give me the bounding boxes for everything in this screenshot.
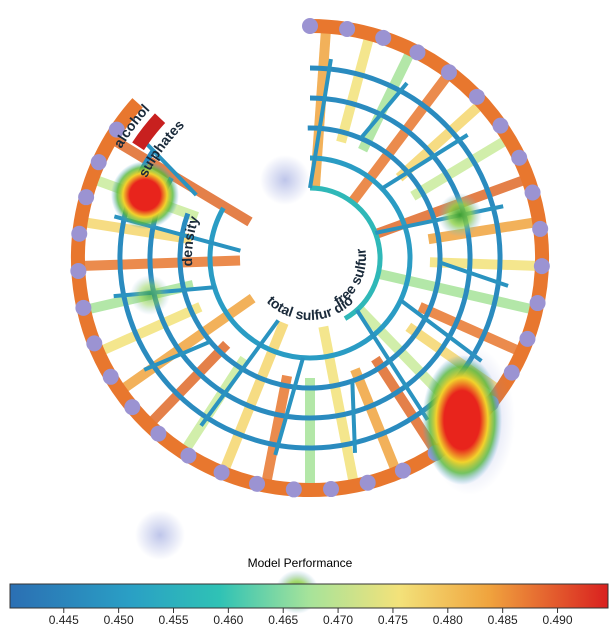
spoke (348, 71, 453, 206)
spoke (97, 302, 203, 357)
node (503, 364, 520, 381)
node-label: total sulfur dioxide (0, 0, 356, 323)
colorbar-tick-label: 0.470 (323, 613, 353, 627)
colorbar-tick-label: 0.445 (49, 613, 79, 627)
spoke (261, 374, 293, 485)
ring (117, 65, 503, 451)
colorbar-tick-label: 0.460 (213, 613, 243, 627)
connector (355, 308, 430, 421)
node (524, 184, 541, 201)
connector (439, 260, 509, 288)
spoke (417, 302, 523, 357)
spoke (82, 217, 193, 245)
connector (350, 380, 357, 453)
colorbar-tick-label: 0.455 (158, 613, 188, 627)
node (78, 189, 95, 206)
node (86, 335, 103, 352)
spoke (377, 268, 536, 315)
spoke (219, 321, 289, 474)
node (468, 88, 485, 105)
node (359, 474, 376, 491)
colorbar-tick-label: 0.475 (378, 613, 408, 627)
node (285, 481, 302, 498)
node (511, 149, 528, 166)
connector (308, 58, 333, 189)
node (108, 121, 125, 138)
colorbar-ticks: 0.445 0.450 0.455 0.460 0.465 0.470 0.475 0.480… (49, 608, 573, 627)
spoke (429, 257, 541, 272)
spoke (309, 28, 332, 189)
colorbar (9, 583, 609, 609)
spoke (410, 135, 510, 201)
spoke (395, 100, 485, 182)
colorbar-title: Model Performance (248, 556, 353, 570)
node (70, 262, 87, 279)
ring (177, 125, 443, 391)
node (409, 44, 426, 61)
node (532, 220, 549, 237)
node (90, 154, 107, 171)
spoke (427, 217, 538, 245)
colorbar-tick-label: 0.490 (543, 613, 573, 627)
node (180, 447, 197, 464)
colorbar-tick-label: 0.450 (104, 613, 134, 627)
spoke (118, 294, 256, 395)
node (394, 462, 411, 479)
node (323, 481, 340, 498)
colorbar-tick-label: 0.480 (433, 613, 463, 627)
node (529, 295, 546, 312)
node (440, 64, 457, 81)
connector (380, 133, 469, 191)
spoke (318, 325, 359, 485)
colorbar-tick-label: 0.485 (488, 613, 518, 627)
heat-blobs (111, 155, 515, 614)
node (124, 399, 141, 416)
connector (199, 319, 280, 427)
node-label: total sulfur dioxide (0, 0, 356, 323)
alcohol-arc (132, 113, 166, 151)
connector (273, 357, 305, 456)
node (150, 425, 167, 442)
ring (309, 185, 383, 321)
connector (144, 141, 198, 197)
node (102, 368, 119, 385)
connector (359, 81, 409, 140)
connector (143, 339, 212, 372)
spoke (336, 34, 375, 144)
node (375, 29, 392, 46)
spoke (350, 367, 401, 474)
colorbar-tick-label: 0.465 (268, 613, 298, 627)
node (492, 117, 509, 134)
node (302, 18, 318, 34)
spoke (79, 255, 241, 272)
spoke (146, 340, 231, 427)
node (213, 464, 230, 481)
spoke (358, 49, 416, 153)
node (71, 225, 88, 242)
node (339, 20, 356, 37)
node (75, 299, 92, 316)
node (519, 330, 536, 347)
node (533, 258, 550, 275)
node (249, 475, 266, 492)
